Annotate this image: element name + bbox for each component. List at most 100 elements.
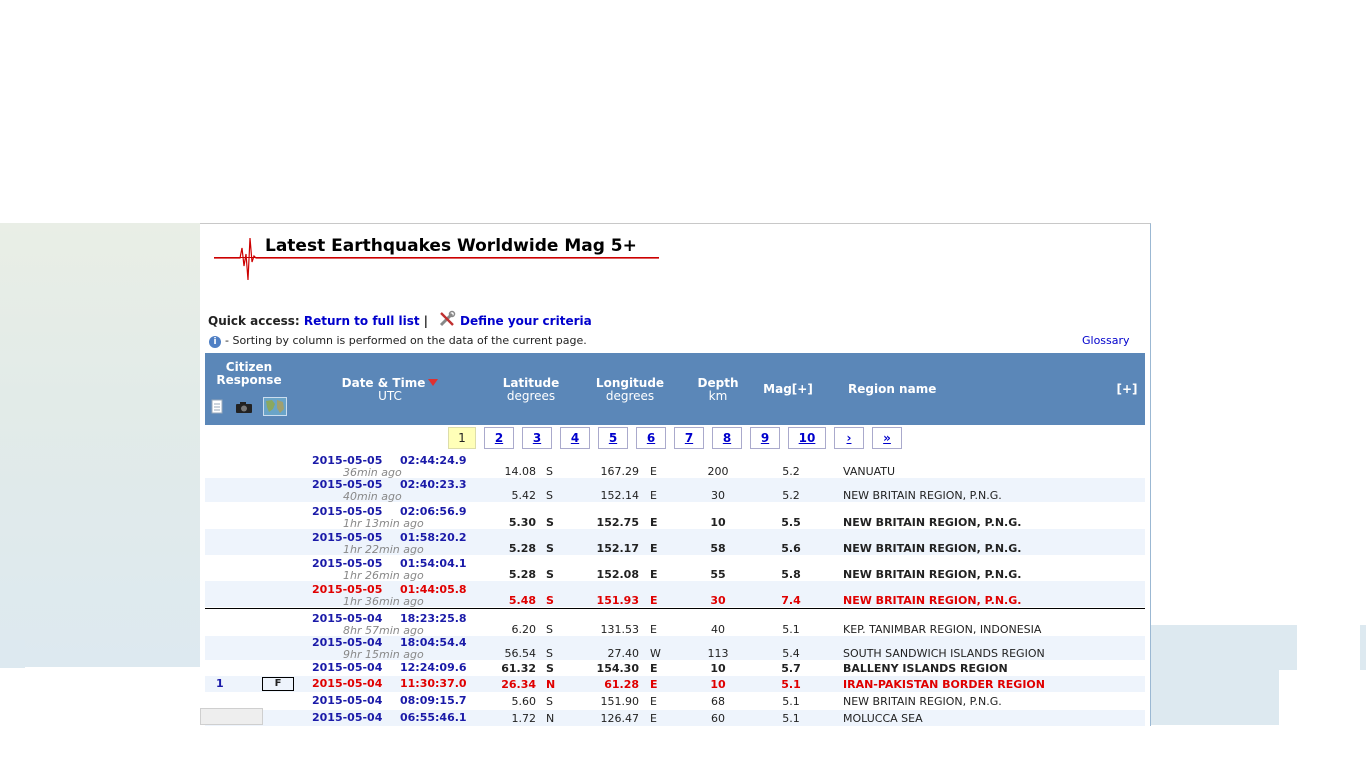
latitude-value: 5.48	[508, 594, 536, 607]
latitude-ns: S	[546, 647, 553, 660]
event-time[interactable]: 02:40:23.3	[400, 478, 467, 491]
event-date[interactable]: 2015-05-05	[312, 583, 383, 596]
latitude-header[interactable]: Latitude degrees	[502, 376, 560, 403]
table-row[interactable]: 2015-05-05 01:44:05.8 5.48 S 151.93 E 30 7.4 NEW…	[205, 581, 1145, 608]
longitude-ew: E	[650, 465, 657, 478]
camera-icon[interactable]	[235, 401, 253, 414]
depth-header[interactable]: Depth km	[697, 376, 739, 403]
table-row[interactable]: 2015-05-05 01:58:20.2 5.28 S 152.17 E 58 5.6 NEW…	[205, 529, 1145, 556]
depth-value: 68	[711, 695, 725, 708]
bottom-tab	[200, 708, 263, 725]
datetime-header[interactable]: Date & Time UTC	[315, 377, 465, 403]
page-link[interactable]: 5	[598, 427, 628, 449]
longitude-value: 61.28	[604, 678, 639, 691]
background-block-right-lower	[1150, 670, 1279, 725]
magnitude-value: 5.7	[781, 662, 801, 675]
magnitude-value: 5.4	[782, 647, 800, 660]
define-criteria-link[interactable]: Define your criteria	[460, 314, 592, 328]
depth-value: 55	[710, 568, 726, 581]
document-icon[interactable]	[211, 399, 223, 414]
longitude-ew: E	[650, 678, 658, 691]
magnitude-value: 5.1	[782, 695, 800, 708]
event-date[interactable]: 2015-05-05	[312, 531, 383, 544]
page-current[interactable]: 1	[448, 427, 476, 449]
page-link[interactable]: 4	[560, 427, 590, 449]
event-date[interactable]: 2015-05-05	[312, 505, 383, 518]
return-to-full-list-link[interactable]: Return to full list	[303, 314, 420, 328]
table-row[interactable]: 2015-05-04 12:24:09.6 61.32 S 154.30 E 10 5.7 BA…	[205, 660, 1145, 676]
region-name: SOUTH SANDWICH ISLANDS REGION	[843, 647, 1045, 660]
event-time[interactable]: 01:44:05.8	[400, 583, 467, 596]
citizen-response-count[interactable]: 1	[216, 677, 224, 690]
event-date[interactable]: 2015-05-04	[312, 661, 383, 674]
latitude-value: 26.34	[501, 678, 536, 691]
glossary-link[interactable]: Glossary	[1082, 334, 1130, 347]
felt-report-badge[interactable]: F	[262, 677, 294, 691]
region-name: NEW BRITAIN REGION, P.N.G.	[843, 695, 1002, 708]
magnitude-value: 5.6	[781, 542, 801, 555]
region-name: MOLUCCA SEA	[843, 712, 923, 725]
table-row[interactable]: 2015-05-04 11:30:37.0 26.34 N 61.28 E 10 5.1 IRA…	[205, 676, 1145, 692]
event-time[interactable]: 02:06:56.9	[400, 505, 467, 518]
event-date[interactable]: 2015-05-04	[312, 677, 383, 690]
page-link[interactable]: 10	[788, 427, 826, 449]
event-date[interactable]: 2015-05-04	[312, 612, 383, 625]
event-time[interactable]: 02:44:24.9	[400, 454, 467, 467]
page-link[interactable]: 9	[750, 427, 780, 449]
event-date[interactable]: 2015-05-05	[312, 454, 383, 467]
wrench-icon[interactable]	[438, 310, 456, 328]
table-row[interactable]: 2015-05-04 06:55:46.1 1.72 N 126.47 E 60 5.1 MOL…	[205, 710, 1145, 726]
seismogram-logo-icon	[214, 237, 659, 281]
event-date[interactable]: 2015-05-05	[312, 557, 383, 570]
table-row[interactable]: 2015-05-05 02:06:56.9 5.30 S 152.75 E 10 5.5 NEW…	[205, 503, 1145, 530]
event-time[interactable]: 18:23:25.8	[400, 612, 467, 625]
latitude-ns: S	[546, 568, 554, 581]
page-next-button[interactable]: ›	[834, 427, 864, 449]
event-date[interactable]: 2015-05-04	[312, 711, 383, 724]
region-name: VANUATU	[843, 465, 896, 478]
region-header[interactable]: Region name	[848, 382, 937, 396]
page-link[interactable]: 6	[636, 427, 666, 449]
event-time[interactable]: 01:54:04.1	[400, 557, 467, 570]
event-time[interactable]: 12:24:09.6	[400, 661, 467, 674]
latitude-ns: S	[546, 594, 554, 607]
event-time[interactable]: 06:55:46.1	[400, 711, 467, 724]
latitude-ns: S	[546, 695, 553, 708]
map-icon[interactable]	[263, 397, 287, 416]
table-row[interactable]: 2015-05-05 02:44:24.9 14.08 S 167.29 E 200 5.2 V…	[205, 454, 1145, 479]
event-time[interactable]: 01:58:20.2	[400, 531, 467, 544]
table-row[interactable]: 2015-05-05 01:54:04.1 5.28 S 152.08 E 55 5.8 NEW…	[205, 555, 1145, 582]
event-date[interactable]: 2015-05-04	[312, 636, 383, 649]
expand-columns-button[interactable]: [+]	[1116, 382, 1138, 396]
event-date[interactable]: 2015-05-05	[312, 478, 383, 491]
longitude-ew: E	[650, 695, 657, 708]
event-date[interactable]: 2015-05-04	[312, 694, 383, 707]
magnitude-value: 5.8	[781, 568, 801, 581]
region-name: NEW BRITAIN REGION, P.N.G.	[843, 568, 1022, 581]
region-name: KEP. TANIMBAR REGION, INDONESIA	[843, 623, 1042, 636]
page-link[interactable]: 2	[484, 427, 514, 449]
longitude-value: 126.47	[600, 712, 640, 725]
background-edge-right	[1360, 625, 1366, 670]
magnitude-value: 5.5	[781, 516, 801, 529]
latitude-ns: S	[546, 623, 553, 636]
table-row[interactable]: 2015-05-05 02:40:23.3 5.42 S 152.14 E 30 5.2 NEW…	[205, 478, 1145, 503]
longitude-ew: E	[650, 623, 657, 636]
table-row[interactable]: 2015-05-04 08:09:15.7 5.60 S 151.90 E 68 5.1 NEW…	[205, 693, 1145, 710]
latitude-value: 5.60	[511, 695, 537, 708]
magnitude-header[interactable]: Mag[+]	[763, 382, 813, 396]
event-time[interactable]: 08:09:15.7	[400, 694, 467, 707]
page-link[interactable]: 3	[522, 427, 552, 449]
longitude-ew: E	[650, 542, 658, 555]
time-ago: 1hr 36min ago	[343, 595, 424, 608]
page-last-button[interactable]: »	[872, 427, 902, 449]
table-row[interactable]: 2015-05-04 18:23:25.8 6.20 S 131.53 E 40 5.1 KEP…	[205, 612, 1145, 637]
table-row[interactable]: 2015-05-04 18:04:54.4 56.54 S 27.40 W 113 5.4 SO…	[205, 636, 1145, 661]
event-time[interactable]: 11:30:37.0	[400, 677, 467, 690]
page-link[interactable]: 7	[674, 427, 704, 449]
page-link[interactable]: 8	[712, 427, 742, 449]
longitude-header[interactable]: Longitude degrees	[595, 376, 665, 403]
event-time[interactable]: 18:04:54.4	[400, 636, 467, 649]
sort-desc-icon[interactable]	[428, 379, 439, 386]
latitude-ns: S	[546, 516, 554, 529]
